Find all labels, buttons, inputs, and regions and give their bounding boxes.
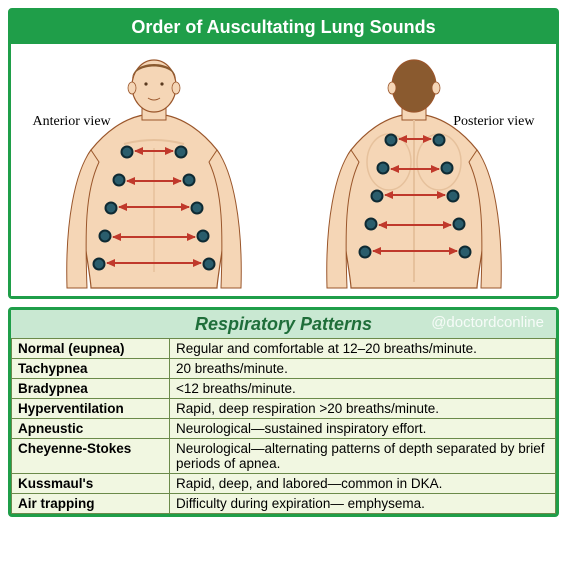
sequence-arrow (373, 250, 457, 252)
auscultation-point (202, 258, 215, 271)
pattern-row: Cheyenne-StokesNeurological—alternating … (12, 439, 556, 474)
pattern-row: ApneusticNeurological—sustained inspirat… (12, 419, 556, 439)
sequence-arrow (107, 262, 201, 264)
pattern-row: Bradypnea<12 breaths/minute. (12, 379, 556, 399)
anterior-label: Anterior view (33, 114, 111, 130)
pattern-desc: Neurological—sustained inspiratory effor… (170, 419, 556, 439)
sequence-arrow (113, 236, 195, 238)
posterior-figure (289, 52, 539, 292)
pattern-row: Normal (eupnea)Regular and comfortable a… (12, 339, 556, 359)
pattern-row: Tachypnea20 breaths/minute. (12, 359, 556, 379)
auscultation-card: Order of Auscultating Lung Sounds Anteri… (8, 8, 559, 299)
pattern-term: Cheyenne-Stokes (12, 439, 170, 474)
auscultation-point (104, 202, 117, 215)
auscultation-point (384, 134, 397, 147)
watermark: @doctordconline (431, 314, 544, 331)
pattern-desc: 20 breaths/minute. (170, 359, 556, 379)
pattern-term: Hyperventilation (12, 399, 170, 419)
posterior-label: Posterior view (453, 114, 534, 130)
pattern-desc: Neurological—alternating patterns of dep… (170, 439, 556, 474)
auscultation-point (440, 162, 453, 175)
diagram-area: Anterior view Posterior view (11, 44, 556, 296)
auscultation-point (358, 246, 371, 259)
auscultation-point (190, 202, 203, 215)
sequence-arrow (385, 194, 445, 196)
pattern-row: Kussmaul'sRapid, deep, and labored—commo… (12, 474, 556, 494)
auscultation-point (364, 218, 377, 231)
pattern-term: Air trapping (12, 494, 170, 514)
auscultation-point (370, 190, 383, 203)
pattern-desc: Regular and comfortable at 12–20 breaths… (170, 339, 556, 359)
auscultation-point (458, 246, 471, 259)
pattern-desc: <12 breaths/minute. (170, 379, 556, 399)
auscultation-point (98, 230, 111, 243)
auscultation-point (446, 190, 459, 203)
sequence-arrow (127, 180, 181, 182)
pattern-term: Tachypnea (12, 359, 170, 379)
auscultation-point (196, 230, 209, 243)
anterior-view: Anterior view (29, 52, 279, 292)
patterns-card: Respiratory Patterns @doctordconline Nor… (8, 307, 559, 517)
auscultation-point (112, 174, 125, 187)
pattern-row: HyperventilationRapid, deep respiration … (12, 399, 556, 419)
pattern-term: Kussmaul's (12, 474, 170, 494)
pattern-desc: Difficulty during expiration— emphysema. (170, 494, 556, 514)
section-title: Respiratory Patterns (195, 314, 372, 334)
section-header: Respiratory Patterns @doctordconline (11, 310, 556, 338)
title-bar: Order of Auscultating Lung Sounds (11, 11, 556, 44)
pattern-desc: Rapid, deep, and labored—common in DKA. (170, 474, 556, 494)
auscultation-point (376, 162, 389, 175)
auscultation-point (92, 258, 105, 271)
posterior-view: Posterior view (289, 52, 539, 292)
sequence-arrow (391, 168, 439, 170)
sequence-arrow (399, 138, 431, 140)
auscultation-point (432, 134, 445, 147)
sequence-arrow (119, 206, 189, 208)
auscultation-point (182, 174, 195, 187)
sequence-arrow (379, 224, 451, 226)
auscultation-point (452, 218, 465, 231)
pattern-row: Air trappingDifficulty during expiration… (12, 494, 556, 514)
sequence-arrow (135, 150, 173, 152)
pattern-term: Bradypnea (12, 379, 170, 399)
anterior-figure (29, 52, 279, 292)
patterns-table: Normal (eupnea)Regular and comfortable a… (11, 338, 556, 514)
auscultation-point (120, 146, 133, 159)
pattern-term: Apneustic (12, 419, 170, 439)
auscultation-point (174, 146, 187, 159)
pattern-term: Normal (eupnea) (12, 339, 170, 359)
pattern-desc: Rapid, deep respiration >20 breaths/minu… (170, 399, 556, 419)
